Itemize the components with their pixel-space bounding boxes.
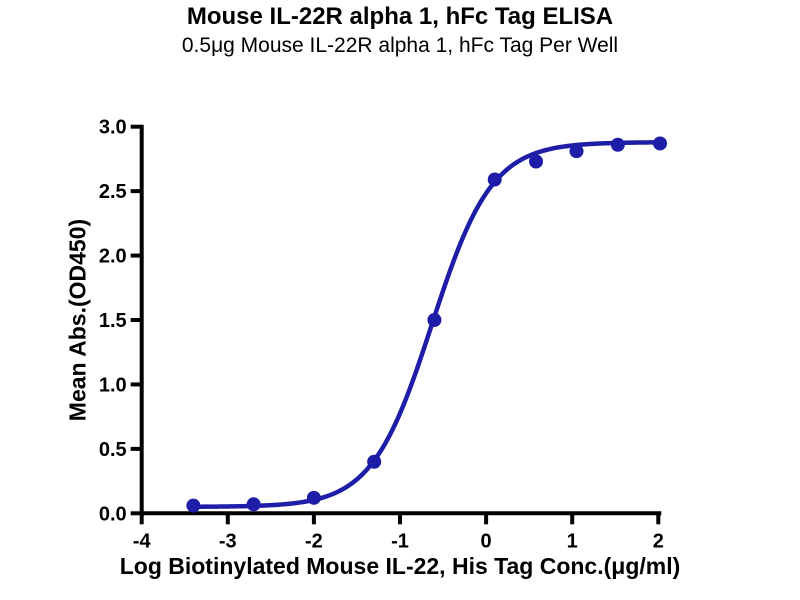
- x-tick-label: 0: [481, 530, 492, 552]
- y-tick-label: 0.5: [99, 439, 127, 461]
- chart-title: Mouse IL-22R alpha 1, hFc Tag ELISA: [186, 3, 614, 30]
- y-tick-label: 2.5: [99, 181, 127, 203]
- y-tick-label: 0.0: [99, 503, 127, 525]
- y-tick-label: 1.0: [99, 374, 127, 396]
- y-tick-label: 2.0: [99, 246, 127, 268]
- data-point: [306, 490, 321, 505]
- data-point: [246, 497, 261, 512]
- data-point: [569, 144, 584, 159]
- x-tick-label: -4: [133, 530, 152, 552]
- x-tick-label: -2: [305, 530, 323, 552]
- data-point: [610, 137, 625, 152]
- data-point: [186, 498, 201, 513]
- y-tick-label: 1.5: [99, 310, 127, 332]
- chart-subtitle: 0.5μg Mouse IL-22R alpha 1, hFc Tag Per …: [181, 34, 619, 57]
- data-point: [529, 154, 544, 169]
- data-point: [427, 313, 442, 327]
- data-point: [653, 136, 668, 151]
- x-axis-title: Log Biotinylated Mouse IL-22, His Tag Co…: [119, 553, 681, 579]
- data-point: [487, 172, 502, 187]
- x-tick-label: -3: [219, 530, 237, 552]
- x-tick-label: -1: [391, 530, 409, 552]
- x-tick-label: 2: [653, 530, 664, 552]
- dose-response-curve: [189, 140, 662, 509]
- data-point: [367, 454, 382, 469]
- x-tick-label: 1: [567, 530, 578, 552]
- y-tick-label: 3.0: [99, 117, 127, 139]
